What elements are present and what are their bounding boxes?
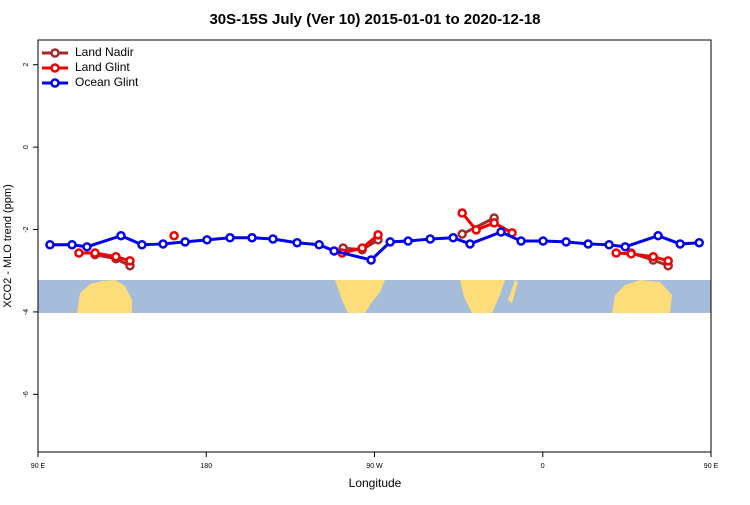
data-point: [611, 248, 621, 258]
data-point: [125, 256, 135, 266]
data-point: [225, 233, 235, 243]
y-axis-label: XCO2 - MLO trend (ppm): [2, 184, 14, 307]
map-strip: [38, 280, 711, 313]
data-point: [653, 230, 663, 241]
data-point: [648, 251, 658, 262]
data-point: [169, 230, 179, 241]
data-point: [457, 229, 467, 239]
data-point: [90, 248, 100, 258]
chart-title: 30S-15S July (Ver 10) 2015-01-01 to 2020…: [209, 11, 540, 28]
x-axis-label: Longitude: [349, 476, 402, 490]
series-line: [78, 212, 669, 263]
data-point: [516, 236, 526, 246]
data-point: [247, 233, 257, 243]
x-tick-label: 180: [200, 463, 212, 470]
data-point: [137, 240, 147, 250]
data-point: [67, 240, 77, 250]
x-tick-label: 0: [541, 463, 545, 470]
data-point: [366, 255, 376, 265]
data-point: [292, 237, 302, 248]
legend-marker: [50, 48, 60, 58]
data-point: [457, 208, 467, 218]
data-point: [663, 256, 673, 266]
data-point: [675, 239, 685, 249]
y-tick-label: 2: [23, 63, 30, 67]
x-tick-label: 90 E: [704, 463, 719, 470]
data-point: [425, 234, 435, 244]
legend-label: Land Nadir: [75, 45, 134, 59]
x-tick-label: 90 W: [366, 463, 383, 470]
data-point: [180, 237, 190, 247]
data-point: [111, 251, 121, 262]
y-tick-label: 0: [23, 145, 30, 149]
data-point: [373, 230, 383, 240]
data-point: [329, 246, 339, 256]
data-point: [538, 236, 548, 246]
data-point: [158, 239, 168, 249]
data-point: [45, 240, 55, 250]
data-point: [448, 233, 458, 243]
data-point: [694, 237, 704, 248]
data-point: [116, 230, 126, 241]
data-point: [74, 248, 84, 258]
data-point: [82, 242, 92, 252]
data-point: [465, 239, 475, 249]
legend-label: Ocean Glint: [75, 75, 139, 89]
legend-label: Land Glint: [75, 60, 130, 74]
data-point: [268, 234, 278, 244]
data-point: [357, 243, 367, 253]
data-point: [385, 237, 395, 247]
data-point: [202, 235, 212, 245]
legend-marker: [50, 63, 60, 73]
y-tick-label: -6: [23, 391, 30, 397]
x-tick-label: 90 E: [31, 463, 46, 470]
data-point: [314, 240, 324, 250]
legend-marker: [50, 78, 60, 88]
y-tick-label: -2: [23, 226, 30, 232]
data-point: [626, 249, 636, 259]
y-tick-label: -4: [23, 309, 30, 315]
data-point: [471, 225, 481, 235]
data-point: [604, 240, 614, 250]
data-point: [561, 237, 571, 247]
data-point: [403, 236, 413, 246]
data-point: [489, 218, 499, 228]
data-point: [583, 239, 593, 249]
data-point: [496, 227, 506, 237]
data-point: [620, 242, 630, 252]
